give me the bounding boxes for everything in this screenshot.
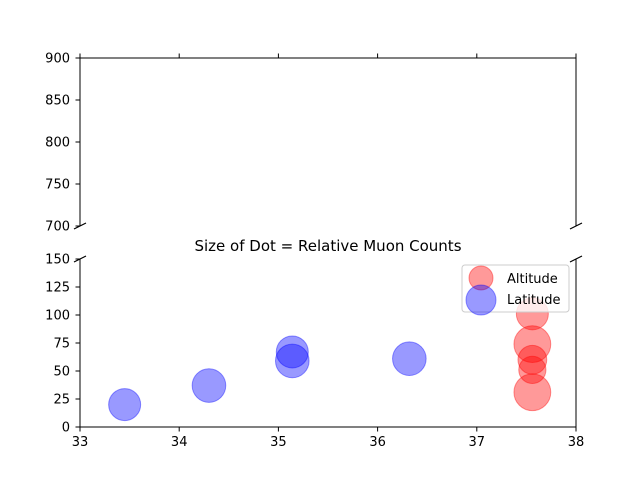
upper-y-tick-label-4: 900 [45, 52, 70, 67]
x-tick-label-3: 36 [369, 435, 386, 450]
break-mark-lower-right [569, 255, 583, 263]
latitude-point-0 [108, 388, 142, 422]
altitude-point-4 [513, 373, 552, 412]
legend: Altitude Latitude [461, 264, 570, 316]
lower-y-tick-label-1: 25 [53, 393, 70, 408]
upper-y-tick-label-3: 850 [45, 94, 70, 109]
x-tick-label-0: 33 [72, 435, 89, 450]
lower-y-tick-label-2: 50 [53, 365, 70, 380]
x-tick-label-2: 35 [270, 435, 287, 450]
x-tick-label-4: 37 [469, 435, 486, 450]
lower-y-tick-label-4: 100 [45, 309, 70, 324]
latitude-point-4 [392, 341, 427, 376]
lower-y-tick-label-0: 0 [62, 421, 70, 436]
legend-marker-latitude [465, 284, 497, 316]
altitude-point-1 [513, 325, 552, 364]
latitude-point-1 [191, 368, 227, 403]
upper-panel: 700 750 800 850 900 [45, 52, 583, 235]
latitude-point-3 [274, 343, 310, 379]
lower-y-tick-label-6: 150 [45, 253, 70, 268]
upper-y-ticks: 700 750 800 850 900 [45, 52, 80, 235]
upper-y-tick-label-1: 750 [45, 178, 70, 193]
lower-x-ticks: 33 34 35 36 37 38 [72, 427, 585, 450]
lower-y-ticks: 0 25 50 75 100 125 150 [45, 253, 80, 436]
break-mark-upper-left [73, 222, 87, 230]
lower-y-tick-label-3: 75 [53, 337, 70, 352]
lower-y-tick-label-5: 125 [45, 281, 70, 296]
upper-x-ticks [79, 53, 577, 58]
altitude-point-3 [518, 355, 547, 384]
legend-label-altitude: Altitude [507, 272, 558, 287]
legend-label-latitude: Latitude [507, 293, 561, 308]
altitude-point-2 [517, 344, 548, 375]
break-mark-upper-right [569, 222, 583, 230]
latitude-point-2 [275, 335, 309, 369]
legend-box [461, 264, 570, 313]
x-tick-label-1: 34 [171, 435, 188, 450]
upper-y-tick-label-2: 800 [45, 136, 70, 151]
x-tick-label-5: 38 [568, 435, 585, 450]
chart-title: Size of Dot = Relative Muon Counts [194, 237, 461, 255]
legend-marker-altitude [468, 265, 494, 291]
upper-y-tick-label-0: 700 [45, 220, 70, 235]
